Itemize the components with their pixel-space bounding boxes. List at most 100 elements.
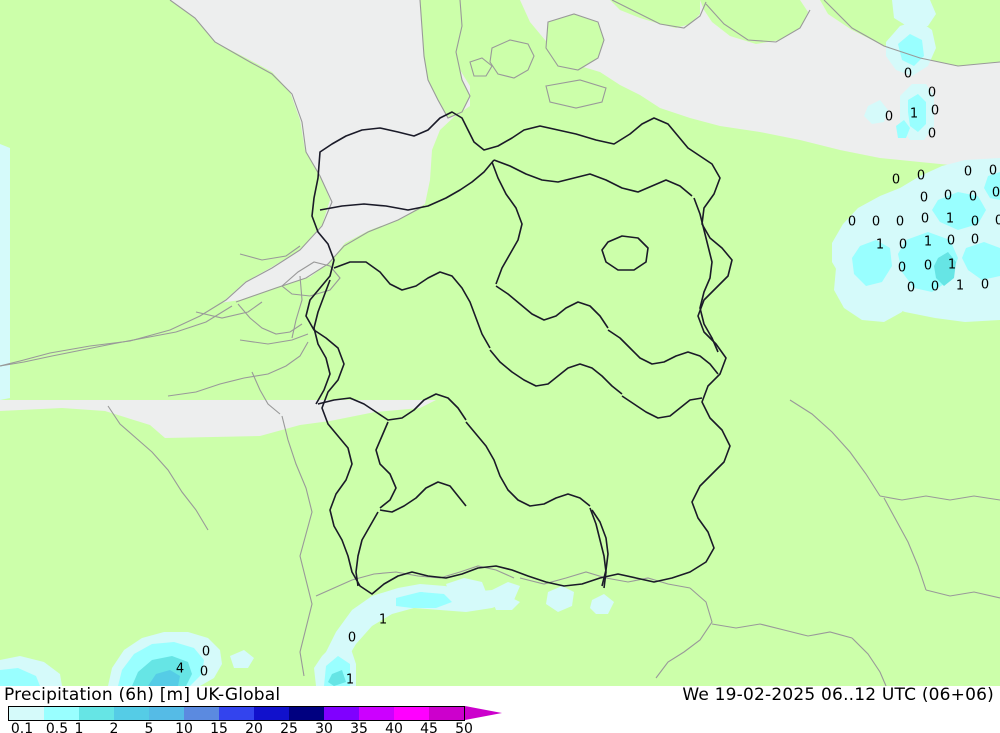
precip-area-denmark-0p5: [898, 34, 924, 66]
border-italy-slovenia: [711, 623, 853, 639]
land-denmark-lolland: [546, 80, 606, 108]
precip-area-alps-blob-a: [446, 578, 486, 598]
border-state-th-south: [621, 395, 703, 419]
colorbar-tick-50: 50: [455, 721, 473, 733]
precip-area-ne-0p1b: [834, 252, 910, 322]
border-state-rp-saar: [375, 421, 397, 509]
colorbar-swatch-0: [9, 707, 44, 720]
legend-title: Precipitation (6h) [m] UK-Global: [4, 685, 281, 705]
precip-area-sw-edge-2: [0, 668, 40, 686]
foreign-borders-layer: [0, 0, 1000, 686]
border-uk-inlet-b: [195, 301, 263, 319]
precip-area-baltic-small-a: [864, 100, 888, 124]
border-netherlands-south: [237, 303, 303, 335]
colorbar-tick-45: 45: [420, 721, 438, 733]
precip-area-ne-0p5-a: [932, 192, 986, 230]
colorbar-tick-5: 5: [144, 721, 154, 733]
border-czech-east: [789, 399, 881, 497]
border-state-hessen-south: [465, 421, 591, 507]
border-nl-de: [291, 275, 303, 339]
colorbar-swatch-8: [289, 707, 324, 720]
precip-area-sw-2: [148, 670, 180, 686]
land-great-britain: [0, 0, 330, 365]
land-denmark-fyn: [490, 40, 534, 78]
precip-area-baltic-strip-0p5: [908, 94, 926, 132]
border-slovakia: [883, 497, 927, 591]
border-uk-inlet-a: [239, 245, 301, 261]
precip-area-west-edge-pale: [0, 144, 10, 400]
border-france-ch: [281, 415, 313, 677]
colorbar-tick-0.5: 0.5: [45, 721, 69, 733]
colorbar-tick-1: 1: [74, 721, 84, 733]
border-state-mv-bb: [493, 159, 693, 197]
land-continental: [0, 378, 1000, 686]
colorbar-swatch-5: [184, 707, 219, 720]
colorbar-tick-40: 40: [385, 721, 403, 733]
colorbar-tick-25: 25: [280, 721, 298, 733]
border-state-nrw-rp: [317, 393, 467, 421]
border-balkan: [851, 637, 887, 686]
colorbar-overflow-arrow: [465, 706, 502, 720]
border-belgium: [167, 341, 309, 397]
colorbar-swatch-1: [44, 707, 79, 720]
border-sweden-coast: [611, 0, 707, 29]
border-skane: [705, 3, 811, 43]
colorbar-tick-20: 20: [245, 721, 263, 733]
border-denmark-zealand: [545, 13, 605, 71]
border-nl-be: [239, 333, 309, 345]
border-state-mv-ni: [491, 161, 523, 285]
precip-area-alps-blob-d: [590, 594, 614, 614]
border-state-bw-by: [589, 507, 607, 589]
border-state-sh-ni: [319, 159, 495, 211]
border-state-nrw-west: [313, 279, 331, 405]
border-austria-it: [655, 587, 713, 679]
map-vector-layer: [0, 0, 1000, 686]
colorbar-tick-0.1: 0.1: [10, 721, 34, 733]
colorbar-tick-35: 35: [350, 721, 368, 733]
precip-area-ne-1: [934, 252, 956, 286]
colorbar-tick-15: 15: [210, 721, 228, 733]
border-france-east: [107, 405, 209, 531]
colorbar-tick-labels: 0.1 0.5 1 2 5 10 15 20 25 30 35 40 45 50: [0, 722, 560, 733]
precip-area-nw-denmark-0p1: [892, 0, 936, 28]
colorbar-swatch-7: [254, 707, 289, 720]
border-poland-south: [879, 495, 1000, 501]
border-state-saar-bw: [379, 481, 467, 513]
border-state-bb-berlin: [601, 235, 649, 271]
colorbar-swatch-2: [79, 707, 114, 720]
colorbar-tick-2: 2: [109, 721, 119, 733]
border-state-sn-bb: [693, 197, 719, 353]
border-germany-national: [305, 111, 733, 595]
border-hungary: [925, 589, 1000, 599]
precip-area-alps-blob-b: [492, 596, 520, 610]
precip-area-baltic-small-b: [896, 120, 910, 138]
border-state-th-sn: [607, 329, 719, 375]
land-denmark-zealand: [546, 14, 604, 70]
colorbar-tick-10: 10: [175, 721, 193, 733]
border-state-ni-nrw: [333, 261, 491, 349]
land-netherlands-northgermany: [0, 0, 1000, 400]
forecast-run-label: We 19-02-2025 06..12 UTC (06+06): [682, 685, 994, 705]
precip-area-alps-0p1: [322, 582, 520, 682]
colorbar-swatch-6: [219, 707, 254, 720]
border-state-ni-st: [495, 285, 609, 329]
border-state-bw-west: [355, 511, 379, 587]
colorbar-swatch-3: [114, 707, 149, 720]
land-skane: [700, 0, 808, 44]
colorbar[interactable]: [8, 706, 465, 721]
precip-area-alps-blob-c: [546, 586, 574, 612]
colorbar-swatch-12: [429, 707, 464, 720]
border-netherlands-ijssel: [281, 261, 341, 297]
precip-area-ne-0p5-e: [984, 172, 1000, 200]
precip-area-alps-south-1: [328, 670, 346, 686]
precip-area-ne-0p5-c: [852, 240, 892, 286]
land-sweden: [610, 0, 700, 28]
precip-area-alps-blob-e: [408, 592, 436, 606]
germany-borders-layer: [305, 111, 733, 595]
border-uk-coast: [0, 0, 333, 367]
border-denmark-fyn: [489, 39, 535, 79]
border-denmark-lolland: [545, 79, 607, 109]
border-state-hessen-east: [489, 349, 623, 395]
